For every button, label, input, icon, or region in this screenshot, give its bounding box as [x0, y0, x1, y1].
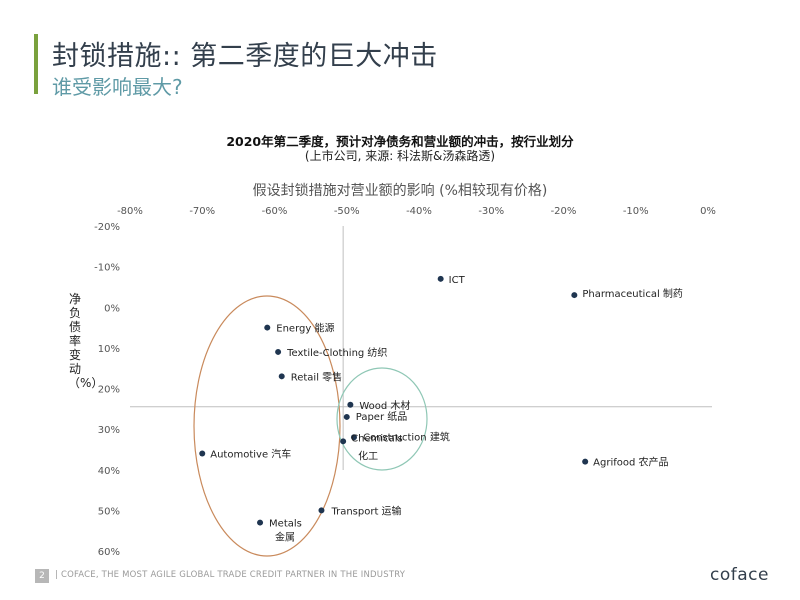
- point-label: Metals: [269, 519, 302, 530]
- data-point: [350, 434, 357, 441]
- point-label: Energy 能源: [276, 322, 334, 335]
- orange-group-ellipse: [193, 295, 341, 557]
- x-tick-label: -40%: [406, 206, 432, 217]
- coface-logo: coface: [710, 565, 769, 585]
- point-label: Transport 运输: [330, 504, 401, 517]
- y-tick-label: 30%: [98, 425, 120, 436]
- x-tick-label: -10%: [623, 206, 649, 217]
- x-tick-label: -80%: [117, 206, 143, 217]
- point-label: Pharmaceutical 制药: [582, 287, 683, 300]
- x-tick-label: -30%: [478, 206, 504, 217]
- page-title: 封锁措施:: 第二季度的巨大冲击: [52, 41, 438, 72]
- page-number: 2: [35, 569, 49, 583]
- point-label: Automotive 汽车: [210, 448, 291, 461]
- y-tick-label: 40%: [98, 466, 120, 477]
- data-point: [199, 450, 206, 457]
- x-tick-label: -50%: [334, 206, 360, 217]
- point-label: ICT: [449, 275, 466, 286]
- point-label: Chemicals: [351, 433, 403, 444]
- chart-title: 2020年第二季度，预计对净债务和营业额的冲击，按行业划分: [226, 134, 574, 149]
- point-label-cn: 金属: [275, 531, 295, 544]
- page-subtitle: 谁受影响最大?: [52, 75, 183, 99]
- x-tick-label: -70%: [189, 206, 215, 217]
- x-axis-title: 假设封锁措施对营业额的影响 (%相较现有价格): [252, 183, 548, 199]
- data-point: [343, 413, 350, 420]
- point-label: Textile-Clothing 纺织: [286, 346, 387, 359]
- y-tick-label: 0%: [104, 303, 120, 314]
- data-point: [437, 275, 444, 282]
- data-point: [318, 507, 325, 514]
- data-point: [571, 292, 578, 299]
- y-tick-label: -10%: [94, 263, 120, 274]
- point-label: Construction 建筑: [363, 430, 450, 443]
- x-tick-label: -20%: [551, 206, 577, 217]
- footer-text: | COFACE, THE MOST AGILE GLOBAL TRADE CR…: [55, 570, 406, 580]
- point-label: Agrifood 农产品: [593, 456, 668, 469]
- data-point: [582, 458, 589, 465]
- y-tick-label: 50%: [98, 506, 120, 517]
- data-point: [257, 519, 264, 526]
- title-accent-bar: [34, 34, 38, 94]
- y-tick-label: 60%: [98, 547, 120, 558]
- data-point: [340, 438, 347, 445]
- data-point: [264, 324, 271, 331]
- data-point: [278, 373, 285, 380]
- x-tick-label: 0%: [700, 206, 716, 217]
- data-point: [275, 348, 282, 355]
- point-label-cn: 化工: [358, 449, 378, 462]
- x-tick-label: -60%: [262, 206, 288, 217]
- y-tick-label: 20%: [98, 385, 120, 396]
- chart-subtitle: (上市公司, 来源: 科法斯&汤森路透): [304, 149, 496, 163]
- point-label: Paper 纸品: [356, 410, 408, 423]
- y-tick-label: -20%: [94, 222, 120, 233]
- green-group-ellipse: [336, 367, 428, 471]
- point-label: Retail 零售: [291, 370, 342, 383]
- data-point: [347, 401, 354, 408]
- point-label: Wood 木材: [359, 399, 410, 412]
- y-tick-label: 10%: [98, 344, 120, 355]
